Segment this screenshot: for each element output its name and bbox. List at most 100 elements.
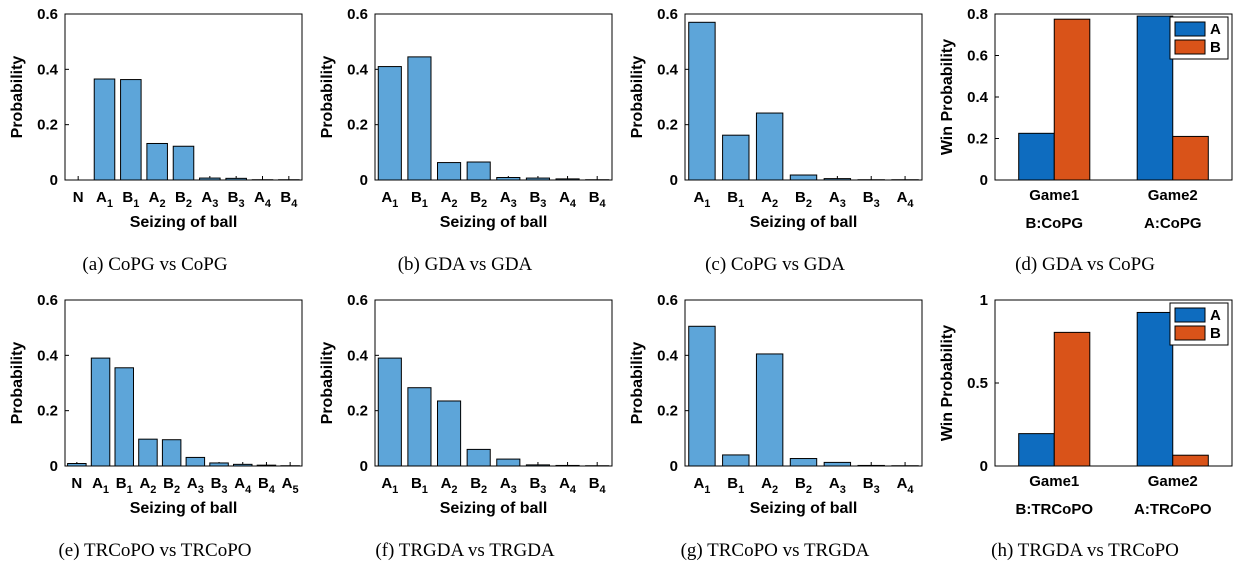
legend-label-B: B xyxy=(1210,39,1221,56)
y-tick-label: 0.4 xyxy=(37,61,59,78)
y-tick-label: 0 xyxy=(980,458,988,475)
y-tick-label: 0.2 xyxy=(657,403,678,420)
y-tick-label: 0.2 xyxy=(347,117,368,134)
x-tick-label: A3 xyxy=(500,189,517,210)
caption-c: (c) CoPG vs GDA xyxy=(705,254,845,275)
x-tick-label: Game1 xyxy=(1029,473,1079,490)
legend-swatch-B xyxy=(1174,325,1206,341)
bar-B_3 xyxy=(525,177,550,181)
y-tick-label: 0.5 xyxy=(967,375,988,392)
y-tick-label: 0 xyxy=(670,172,678,189)
y-tick-label: 0 xyxy=(50,172,58,189)
x-axis-label: Seizing of ball xyxy=(750,214,858,231)
y-tick-label: 0.8 xyxy=(967,6,988,23)
x-tick-label: B1 xyxy=(122,189,139,210)
panel-a: 0 0.2 0.4 0.6 Probability N A1 B1 A2 B2 A3 B3 A4 B4 Se… xyxy=(0,0,310,286)
bar-A_1 xyxy=(90,357,111,467)
y-tick-label: 0 xyxy=(670,458,678,475)
y-axis-label: Probability xyxy=(629,342,646,425)
y-axis-label: Probability xyxy=(9,342,26,425)
caption-h: (h) TRGDA vs TRCoPO xyxy=(991,540,1179,561)
bar-A_2 xyxy=(138,438,158,467)
legend: AB xyxy=(1169,16,1229,60)
y-tick-label: 0.2 xyxy=(37,117,58,134)
bar-A_4 xyxy=(233,463,253,467)
x-tick-label: N xyxy=(73,189,84,206)
chart-b: 0 0.2 0.4 0.6 Probability A1 B1 A2 B2 A3 B3 A4 B4 Sei… xyxy=(319,6,613,231)
y-tick-label: 0.2 xyxy=(657,117,678,134)
axes-box xyxy=(684,13,923,181)
x-tick-label: A4 xyxy=(897,189,915,210)
bar-B-Game2 xyxy=(1172,454,1209,467)
x-tick-label: A2 xyxy=(761,189,778,210)
x-tick-label: B1 xyxy=(411,189,428,210)
y-tick-label: 0.6 xyxy=(37,292,58,309)
x-tick-label: B4 xyxy=(589,189,607,210)
x-tick-label: Game2 xyxy=(1148,473,1198,490)
y-axis-label: Probability xyxy=(319,342,336,425)
bar-A_4 xyxy=(555,464,580,467)
bar-A_1 xyxy=(688,21,716,181)
panel-e: 0 0.2 0.4 0.6 Probability N A1 B1 A2 B2 A3 B3 A4 B4 A5… xyxy=(0,286,310,572)
axes-box xyxy=(374,299,613,467)
x-tick-label: A4 xyxy=(897,475,915,496)
panel-f: 0 0.2 0.4 0.6 Probability A1 B1 A2 B2 A3 B3 A4 B4 Sei… xyxy=(310,286,620,572)
x-tick-label: B1 xyxy=(727,189,744,210)
x-tick-label: B1 xyxy=(727,475,744,496)
bar-B_3 xyxy=(525,464,550,467)
chart-c: 0 0.2 0.4 0.6 Probability A1 B1 A2 B2 A3 B3 A4 Seizi… xyxy=(629,6,923,231)
legend: AB xyxy=(1169,302,1229,346)
y-tick-label: 0 xyxy=(360,458,368,475)
y-tick-label: 0 xyxy=(980,172,988,189)
x-tick-label: B2 xyxy=(795,475,812,496)
x-tick-label: A1 xyxy=(693,475,710,496)
y-tick-label: 0.4 xyxy=(37,347,59,364)
axes-box xyxy=(64,299,303,467)
x-axis-label: Seizing of ball xyxy=(440,214,548,231)
y-tick-label: 0.4 xyxy=(967,89,989,106)
x-tick-label: B3 xyxy=(529,475,546,496)
x-tick-label: N xyxy=(71,475,82,492)
y-tick-label: 0.6 xyxy=(657,6,678,23)
x-tick-label: B1 xyxy=(411,475,428,496)
y-tick-label: 0.4 xyxy=(347,61,369,78)
caption-f: (f) TRGDA vs TRGDA xyxy=(375,540,555,561)
y-tick-label: 0.6 xyxy=(657,292,678,309)
chart-e: 0 0.2 0.4 0.6 Probability N A1 B1 A2 B2 A3 B3 A4 B4 A5… xyxy=(9,292,303,517)
x-tick-label: B3 xyxy=(529,189,546,210)
panel-g: 0 0.2 0.4 0.6 Probability A1 B1 A2 B2 A3 B3 A4 Seizi… xyxy=(620,286,930,572)
bar-B_1 xyxy=(114,367,134,467)
x-axis-label: Seizing of ball xyxy=(130,500,238,517)
chart-f: 0 0.2 0.4 0.6 Probability A1 B1 A2 B2 A3 B3 A4 B4 Sei… xyxy=(319,292,613,517)
y-tick-label: 0.4 xyxy=(347,347,369,364)
bar-B_2 xyxy=(789,174,818,181)
panel-h: 0 0.5 1 Win Probability Game1 B:TRCoPO Game2 A:… xyxy=(930,286,1240,572)
y-tick-label: 0.6 xyxy=(347,6,368,23)
y-tick-label: 0.2 xyxy=(967,131,988,148)
x-tick-label: A4 xyxy=(559,189,577,210)
panel-b: 0 0.2 0.4 0.6 Probability A1 B1 A2 B2 A3 B3 A4 B4 Sei… xyxy=(310,0,620,286)
chart-g: 0 0.2 0.4 0.6 Probability A1 B1 A2 B2 A3 B3 A4 Seizi… xyxy=(629,292,923,517)
bar-B_1 xyxy=(722,454,750,467)
x-axis-label: Seizing of ball xyxy=(750,500,858,517)
bar-B_1 xyxy=(407,387,432,467)
x-tick-label: A3 xyxy=(500,475,517,496)
x-tick-sublabel: A:TRCoPO xyxy=(1134,501,1212,518)
bar-A_3 xyxy=(496,458,521,467)
bar-B_3 xyxy=(225,177,247,181)
bar-B_2 xyxy=(466,448,491,467)
caption-e: (e) TRCoPO vs TRCoPO xyxy=(58,540,252,561)
y-tick-label: 0.4 xyxy=(657,347,679,364)
bar-A_2 xyxy=(755,112,784,181)
x-tick-label: B3 xyxy=(863,475,880,496)
bar-A_2 xyxy=(437,400,462,467)
x-tick-label: A1 xyxy=(381,189,398,210)
bar-N xyxy=(67,463,87,467)
y-tick-label: 0.2 xyxy=(37,403,58,420)
x-tick-label: B2 xyxy=(795,189,812,210)
y-tick-label: 0 xyxy=(360,172,368,189)
x-tick-label: A4 xyxy=(234,475,252,496)
x-tick-label: A1 xyxy=(92,475,109,496)
panel-d: 0 0.2 0.4 0.6 0.8 Win Probability Game1 B:CoPG G… xyxy=(930,0,1240,286)
